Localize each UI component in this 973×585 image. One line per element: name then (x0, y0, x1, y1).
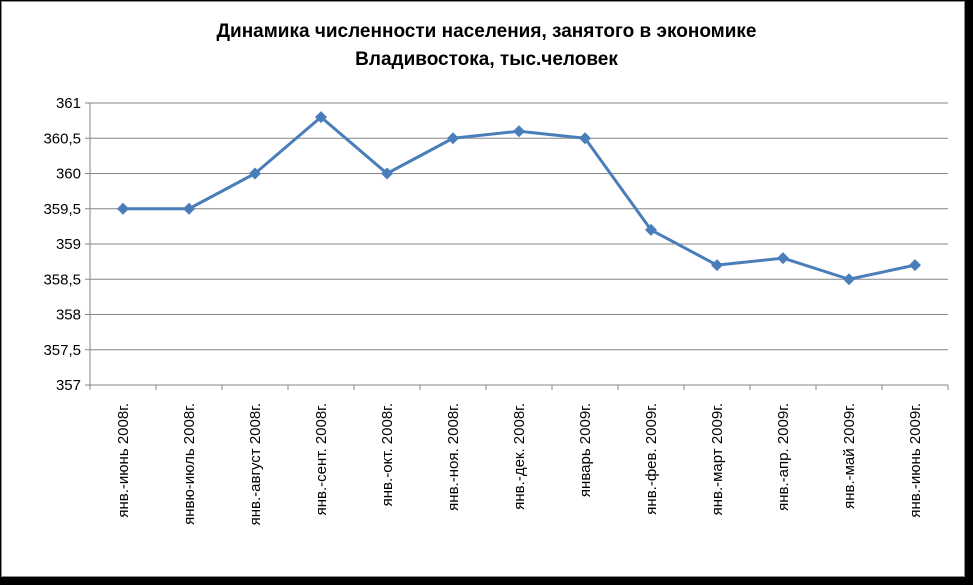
y-tick-label: 357,5 (43, 342, 81, 359)
data-point (777, 252, 789, 265)
gridlines (90, 102, 948, 351)
x-tick-label: янв.-фев. 2009г. (643, 403, 660, 515)
data-point (843, 273, 855, 286)
axes (85, 102, 949, 390)
x-tick-label: янв.-июнь 2009г. (907, 403, 924, 518)
data-point (645, 223, 657, 236)
data-point (447, 132, 459, 145)
series-line (123, 115, 916, 281)
x-tick-label: янв.-окт. 2008г. (379, 403, 396, 506)
series (117, 111, 921, 286)
x-tick-label: янв.-март 2009г. (709, 403, 726, 515)
y-tick-label: 358 (56, 307, 81, 324)
x-tick-label: янв.-сент. 2008г. (313, 403, 330, 515)
chart-frame (1, 1, 965, 577)
x-tick-label: янв.-июнь 2008г. (115, 403, 132, 518)
y-tick-label: 360 (56, 166, 81, 183)
data-point (579, 132, 591, 145)
x-tick-label: янв.-ноя. 2008г. (445, 403, 462, 511)
data-point (315, 111, 327, 124)
x-tick-label: янв.-август 2008г. (247, 403, 264, 525)
data-point (513, 125, 525, 138)
x-tick-label: янв.-май 2009г. (841, 403, 858, 509)
data-point (117, 202, 129, 215)
y-tick-label: 359 (56, 236, 81, 253)
data-point (909, 259, 921, 272)
chart-title: Динамика численности населения, занятого… (0, 18, 973, 74)
y-tick-label: 361 (56, 95, 81, 112)
y-tick-label: 358,5 (43, 271, 81, 288)
x-tick-label: янвю-июль 2008г. (181, 403, 198, 525)
x-tick-label: янв.-апр. 2009г. (775, 403, 792, 511)
y-tick-label: 359,5 (43, 201, 81, 218)
x-tick-labels: янв.-июнь 2008г. янвю-июль 2008г. янв.-авг… (115, 403, 924, 525)
data-point (249, 167, 261, 180)
x-tick-label: янв.-дек. 2008г. (511, 403, 528, 510)
data-point (711, 259, 723, 272)
chart-title-line-1: Динамика численности населения, занятого… (216, 21, 757, 42)
chart-title-line-2: Владивостока, тыс.человек (355, 49, 618, 70)
y-tick-label: 357 (56, 377, 81, 394)
y-tick-label: 360,5 (43, 130, 81, 147)
data-point (381, 167, 393, 180)
data-point (183, 202, 195, 215)
y-tick-labels: 357 357,5 358 358,5 359 359,5 360 360,5 361 (43, 95, 81, 394)
x-tick-label: январь 2009г. (577, 403, 594, 497)
